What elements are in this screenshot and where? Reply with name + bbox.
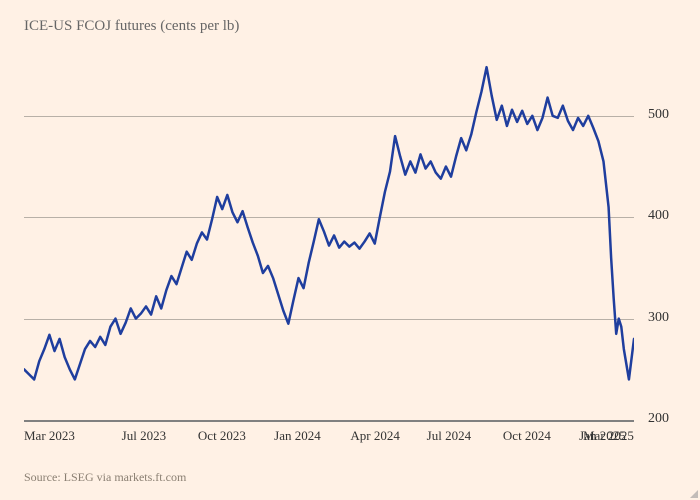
chart-title: ICE-US FCOJ futures (cents per lb) <box>24 18 239 35</box>
plot-area <box>24 55 634 420</box>
resize-grip-icon <box>690 490 698 498</box>
source-text: Source: LSEG via markets.ft.com <box>24 470 186 485</box>
y-tick-label: 500 <box>648 107 669 123</box>
y-tick-label: 400 <box>648 208 669 224</box>
x-tick-label: Mar 2025 <box>583 428 634 444</box>
line-series <box>24 67 634 379</box>
y-tick-label: 300 <box>648 310 669 326</box>
chart-container: ICE-US FCOJ futures (cents per lb) 200 30… <box>0 0 700 500</box>
x-tick-label: Jul 2024 <box>427 428 471 444</box>
x-tick-label: Oct 2023 <box>198 428 246 444</box>
x-tick-label: Apr 2024 <box>350 428 399 444</box>
x-tick-label: Mar 2023 <box>24 428 75 444</box>
x-axis-baseline <box>24 420 634 422</box>
x-tick-label: Jul 2023 <box>122 428 166 444</box>
x-tick-label: Oct 2024 <box>503 428 551 444</box>
x-tick-label: Jan 2024 <box>274 428 321 444</box>
y-tick-label: 200 <box>648 411 669 427</box>
